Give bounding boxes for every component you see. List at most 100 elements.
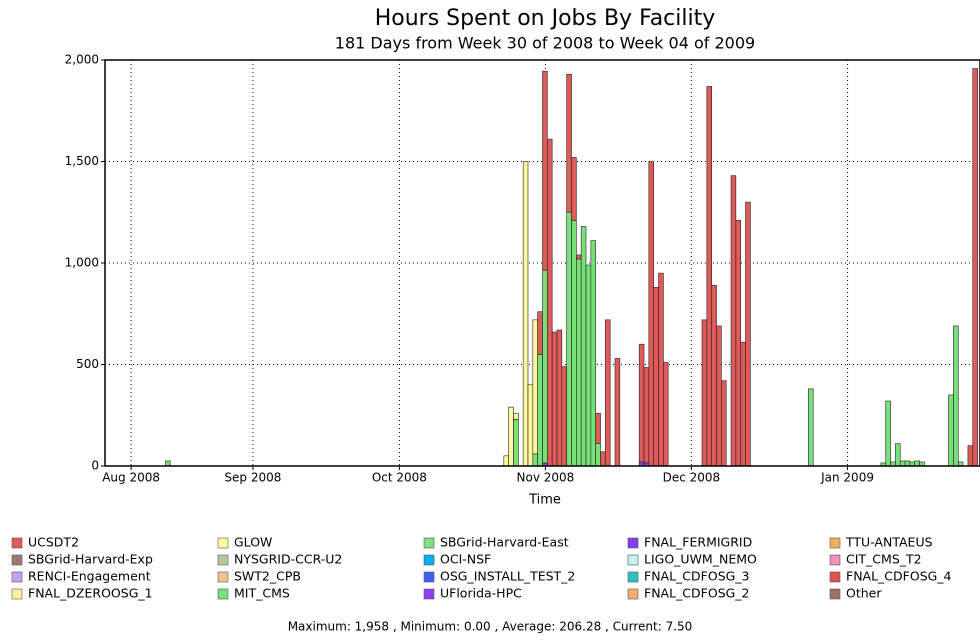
bar-segment — [638, 343, 645, 463]
bar-segment — [605, 319, 611, 467]
legend-label: MIT_CMS — [234, 586, 290, 601]
legend-swatch — [829, 554, 841, 566]
legend-swatch — [217, 537, 229, 549]
bar-segment — [571, 157, 577, 221]
bar-segment — [716, 325, 722, 467]
bar-segment — [740, 341, 746, 467]
bar-segment — [165, 460, 171, 467]
bar-segment — [653, 287, 659, 467]
legend-label: FNAL_FERMIGRID — [644, 535, 752, 550]
bar-segment — [576, 254, 582, 260]
bar-segment — [808, 388, 814, 467]
bar-segment — [556, 329, 563, 467]
legend-label: UFlorida-HPC — [440, 586, 522, 601]
bar-segment — [576, 258, 582, 467]
bar-segment — [595, 412, 601, 444]
bar-segment — [508, 406, 514, 467]
legend-label: CIT_CMS_T2 — [846, 552, 922, 567]
bar-segment — [595, 443, 601, 467]
legend-swatch — [11, 554, 23, 566]
bar-segment — [643, 367, 650, 464]
legend-swatch — [627, 571, 639, 583]
y-tick-label: 1,500 — [65, 154, 99, 168]
bar-segment — [953, 325, 959, 467]
legend-swatch — [217, 571, 229, 583]
bar-segment — [899, 460, 906, 467]
bar-segment — [711, 285, 717, 467]
x-tick-label: Aug 2008 — [102, 471, 160, 485]
bar-segment — [532, 453, 538, 467]
x-tick-label: Oct 2008 — [372, 471, 427, 485]
bar-segment — [648, 161, 654, 467]
bar-segment — [561, 366, 567, 467]
legend-label: FNAL_CDFOSG_2 — [644, 586, 750, 601]
legend-swatch — [423, 588, 435, 600]
bar-segment — [914, 460, 920, 467]
bar-segment — [580, 226, 587, 467]
footer: Maximum: 1,958 , Minimum: 0.00 , Average… — [288, 620, 693, 634]
bar-segment — [590, 240, 596, 467]
plot-frame — [104, 59, 980, 467]
y-tick-label: 0 — [91, 459, 99, 473]
legend-label: SBGrid-Harvard-East — [440, 535, 569, 550]
legend-label: Other — [846, 586, 882, 601]
bar-segment — [527, 384, 534, 467]
legend-label: FNAL_DZEROOSG_1 — [28, 586, 153, 601]
chart-subtitle: 181 Days from Week 30 of 2008 to Week 04… — [335, 34, 755, 53]
x-axis-label: Time — [528, 493, 561, 508]
bar-segment — [972, 68, 978, 467]
bar-segment — [551, 331, 558, 467]
chart-title: Hours Spent on Jobs By Facility — [375, 6, 716, 31]
bar-segment — [537, 354, 543, 467]
bar-segment — [904, 460, 911, 467]
bar-segment — [730, 175, 737, 467]
legend-swatch — [423, 554, 435, 566]
legend-swatch — [829, 588, 841, 600]
bar-segment — [663, 362, 669, 467]
legend-swatch — [627, 554, 639, 566]
x-tick-label: Jan 2009 — [820, 471, 874, 485]
bar-segment — [585, 264, 592, 467]
x-tick-label: Dec 2008 — [663, 471, 721, 485]
bar-segment — [532, 319, 538, 455]
bar-segment — [566, 211, 572, 467]
bar-segment — [547, 138, 553, 467]
bar-segment — [571, 220, 577, 467]
bar-segment — [735, 220, 742, 467]
legend-swatch — [11, 588, 23, 600]
legend-label: FNAL_CDFOSG_4 — [846, 569, 952, 584]
x-tick-label: Sep 2008 — [224, 471, 281, 485]
bar-segment — [542, 269, 548, 464]
x-tick-label: Nov 2008 — [517, 471, 575, 485]
legend-label: RENCI-Engagement — [28, 569, 151, 584]
bar-segment — [967, 445, 974, 467]
legend-swatch — [217, 554, 229, 566]
legend-swatch — [11, 537, 23, 549]
legend-label: UCSDT2 — [28, 535, 79, 550]
bar-segment — [948, 394, 954, 467]
bar-segment — [885, 400, 891, 467]
y-tick-label: 1,000 — [65, 256, 99, 270]
legend-label: OSG_INSTALL_TEST_2 — [440, 569, 575, 584]
bar-segment — [658, 272, 664, 467]
bar-segment — [522, 161, 529, 467]
legend-label: TTU-ANTAEUS — [845, 535, 933, 550]
legend-swatch — [423, 537, 435, 549]
bar-segment — [600, 451, 606, 467]
legend-label: GLOW — [234, 535, 272, 550]
y-tick-label: 2,000 — [65, 53, 99, 67]
bar-segment — [513, 419, 519, 467]
bar-segment — [895, 443, 901, 467]
bar-segment — [503, 455, 509, 467]
legend-swatch — [11, 571, 23, 583]
bar-segment — [614, 358, 621, 467]
legend-label: SWT2_CPB — [234, 569, 301, 584]
bar-segment — [537, 311, 543, 355]
legend-label: FNAL_CDFOSG_3 — [644, 569, 750, 584]
bar-segment — [706, 86, 712, 467]
legend-swatch — [627, 588, 639, 600]
legend-swatch — [829, 571, 841, 583]
legend-swatch — [217, 588, 229, 600]
bar-segment — [701, 319, 708, 467]
